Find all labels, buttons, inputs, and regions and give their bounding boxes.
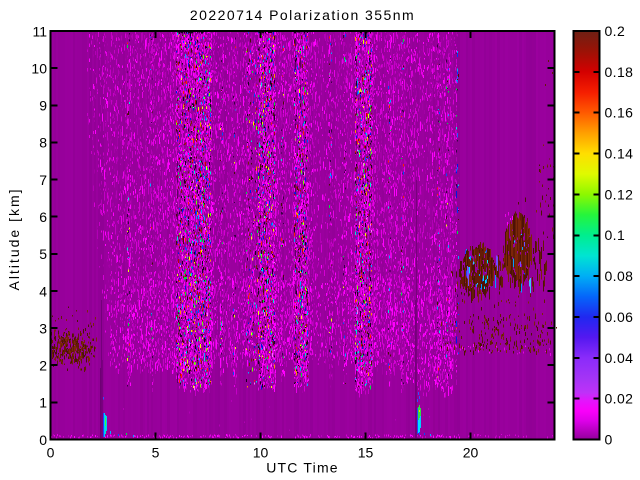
svg-text:20: 20 bbox=[463, 445, 479, 461]
svg-text:9: 9 bbox=[39, 98, 47, 114]
svg-text:6: 6 bbox=[39, 209, 47, 225]
svg-text:0.02: 0.02 bbox=[605, 391, 634, 407]
svg-text:Altitude [km]: Altitude [km] bbox=[6, 187, 22, 290]
svg-text:0.06: 0.06 bbox=[605, 309, 634, 325]
svg-text:7: 7 bbox=[39, 172, 47, 188]
svg-text:0.14: 0.14 bbox=[605, 146, 634, 162]
svg-text:15: 15 bbox=[358, 445, 374, 461]
svg-text:1: 1 bbox=[39, 395, 47, 411]
svg-text:0.16: 0.16 bbox=[605, 105, 634, 121]
svg-text:11: 11 bbox=[32, 23, 47, 39]
svg-text:10: 10 bbox=[31, 60, 47, 76]
svg-text:0: 0 bbox=[39, 432, 47, 448]
svg-text:UTC Time: UTC Time bbox=[266, 460, 339, 476]
svg-text:2: 2 bbox=[39, 358, 47, 374]
svg-text:0.04: 0.04 bbox=[605, 350, 634, 366]
svg-text:10: 10 bbox=[253, 445, 269, 461]
svg-text:5: 5 bbox=[152, 445, 160, 461]
svg-text:0: 0 bbox=[605, 432, 613, 448]
svg-text:3: 3 bbox=[39, 320, 47, 336]
svg-text:20220714 Polarization 355nm: 20220714 Polarization 355nm bbox=[190, 7, 415, 23]
svg-text:0.12: 0.12 bbox=[605, 186, 634, 202]
svg-text:0.1: 0.1 bbox=[605, 227, 626, 243]
svg-text:0: 0 bbox=[47, 445, 55, 461]
svg-text:5: 5 bbox=[39, 246, 47, 262]
svg-text:0.18: 0.18 bbox=[605, 64, 634, 80]
svg-text:4: 4 bbox=[39, 283, 47, 299]
svg-text:0.08: 0.08 bbox=[605, 268, 634, 284]
svg-text:8: 8 bbox=[39, 135, 47, 151]
svg-text:0.2: 0.2 bbox=[605, 23, 626, 39]
